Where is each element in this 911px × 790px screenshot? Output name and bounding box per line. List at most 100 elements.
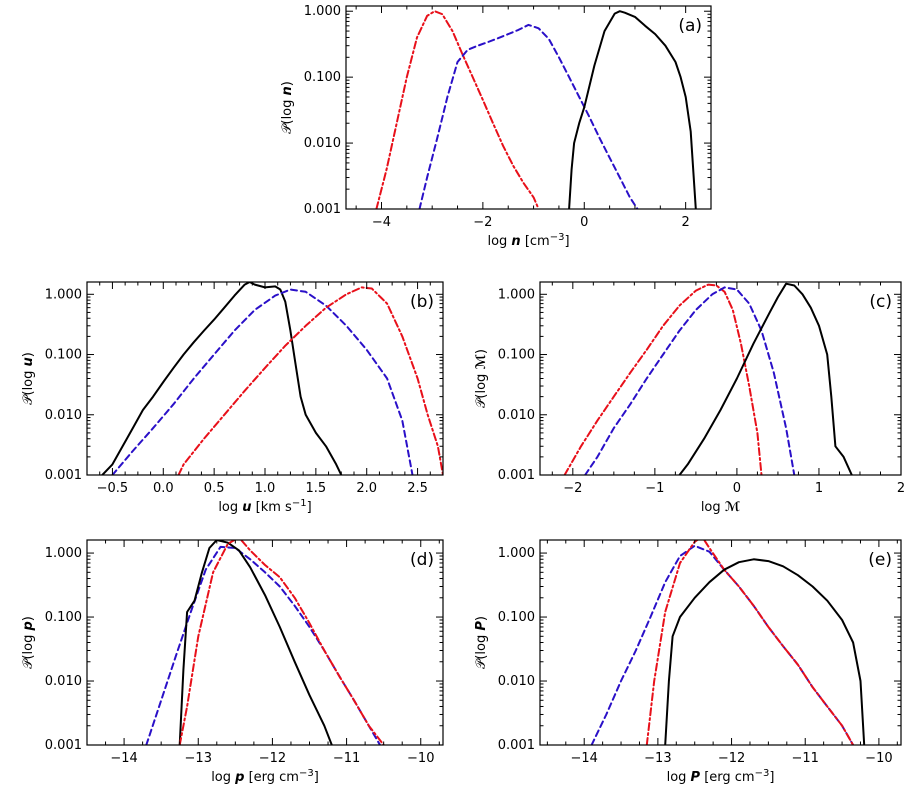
y-tick-label: 0.010: [498, 408, 535, 423]
y-axis-label: 𝒫(log P): [474, 616, 489, 669]
x-tick-label: 0: [580, 215, 588, 230]
y-axis-label-suffix: ): [21, 352, 36, 357]
y-tick-label: 0.100: [45, 610, 82, 625]
y-tick-label: 0.010: [45, 674, 82, 689]
y-axis-label: 𝒫(log n): [280, 81, 295, 134]
x-axis-label-unit: [km s: [252, 500, 293, 515]
x-axis-label-close: ]: [314, 770, 319, 785]
x-axis-label-prefix: log: [487, 234, 511, 249]
y-tick-label: 0.100: [304, 70, 341, 85]
x-axis-label-variable: ℳ: [725, 500, 741, 515]
x-axis-label-close: ]: [564, 234, 569, 249]
x-tick-label: −2: [473, 215, 492, 230]
y-axis-label: 𝒫(log ℳ): [474, 349, 489, 408]
y-axis-label-suffix: ): [21, 616, 36, 621]
y-tick-label: 0.001: [304, 202, 341, 217]
x-tick-label: −10: [407, 751, 434, 766]
panel-e: −14 −13 −12 −11 −10 0.001 0.010 0.100 1.000 (e) lo…: [474, 539, 902, 785]
series-dashdot-line: [177, 286, 443, 475]
plot-frame: [539, 281, 902, 476]
y-axis-label: 𝒫(log u): [21, 352, 36, 405]
panel-label: (b): [410, 292, 434, 312]
x-tick-label: 0.5: [204, 481, 225, 496]
series-group: [563, 282, 853, 475]
series-dashed-line: [418, 23, 639, 209]
x-axis-label: log u [km s−1]: [218, 498, 311, 515]
x-axis-label: log P [erg cm−3]: [667, 768, 775, 785]
x-tick-label: −11: [792, 751, 819, 766]
series-solid-line: [678, 282, 853, 475]
x-tick-label: −0.5: [97, 481, 129, 496]
y-tick-label: 1.000: [304, 4, 341, 19]
panel-label: (d): [410, 550, 434, 570]
panel-d: −14 −13 −12 −11 −10 0.001 0.010 0.100 1.000 (d) lo…: [21, 539, 444, 785]
series-dashdot-line: [645, 540, 855, 745]
y-axis-label-prefix: 𝒫(log: [21, 630, 36, 668]
y-axis-label-prefix: 𝒫(log: [21, 366, 36, 404]
plot-frame: [345, 5, 712, 210]
x-tick-label: 0.0: [153, 481, 174, 496]
x-tick-label: 1.0: [255, 481, 276, 496]
y-axis-label-suffix: ): [280, 81, 295, 86]
series-dashed-line: [584, 286, 796, 475]
x-axis-label: log ℳ: [701, 500, 741, 515]
y-tick-label: 0.010: [45, 408, 82, 423]
series-solid-line: [178, 540, 333, 745]
y-tick-label: 0.001: [45, 468, 82, 483]
x-tick-label: −13: [644, 751, 671, 766]
x-axis-label-prefix: log: [211, 770, 235, 785]
x-axis-label-unit: [erg cm: [700, 770, 755, 785]
y-axis-label-suffix: ): [474, 616, 489, 621]
y-axis-label-prefix: 𝒫(log: [474, 631, 489, 669]
series-dashed-line: [111, 288, 414, 475]
plot-frame: [86, 539, 444, 746]
series-solid-line: [568, 10, 697, 209]
x-tick-label: −13: [185, 751, 212, 766]
series-solid-line: [664, 558, 866, 745]
x-tick-label: −1: [645, 481, 664, 496]
panel-label: (e): [868, 550, 892, 570]
y-axis-label-suffix: ): [474, 349, 489, 354]
x-tick-label: 2: [897, 481, 905, 496]
x-tick-label: 2.0: [356, 481, 377, 496]
y-axis-label-variable: p: [21, 621, 36, 631]
y-tick-label: 0.010: [498, 674, 535, 689]
panel-a: −4 −2 0 2 0.001 0.010 0.100 1.000 (a) log n [cm−3…: [280, 4, 712, 249]
y-axis-label-variable: u: [21, 357, 36, 366]
y-axis-label: 𝒫(log p): [21, 616, 36, 669]
x-axis-label-unit: [cm: [521, 234, 550, 249]
series-dashdot-line: [375, 10, 540, 209]
x-axis-label-exponent: −1: [292, 498, 307, 509]
y-tick-label: 1.000: [498, 546, 535, 561]
y-tick-label: 1.000: [45, 287, 82, 302]
y-tick-label: 0.100: [498, 348, 535, 363]
x-axis-label-close: ]: [769, 770, 774, 785]
x-axis-label: log p [erg cm−3]: [211, 768, 319, 785]
y-tick-label: 0.001: [45, 738, 82, 753]
y-axis-label-prefix: 𝒫(log: [280, 95, 295, 133]
panel-label: (c): [869, 292, 892, 312]
x-axis-label-prefix: log: [218, 500, 242, 515]
series-group: [590, 540, 866, 745]
x-tick-label: 0: [733, 481, 741, 496]
series-group: [375, 10, 697, 209]
panel-label: (a): [678, 16, 702, 36]
x-tick-label: −12: [718, 751, 745, 766]
series-group: [101, 282, 443, 475]
x-axis-label-exponent: −3: [755, 768, 770, 779]
x-axis-label-exponent: −3: [299, 768, 314, 779]
series-dashdot-line: [563, 283, 763, 475]
x-axis-label-variable: p: [234, 770, 244, 785]
x-tick-label: −4: [372, 215, 391, 230]
x-tick-label: −14: [110, 751, 137, 766]
x-tick-label: −14: [570, 751, 597, 766]
series-solid-line: [101, 282, 343, 475]
x-axis-label-unit: [erg cm: [244, 770, 299, 785]
y-axis-label-variable: P: [474, 621, 489, 631]
x-tick-label: 2.5: [407, 481, 428, 496]
y-axis-label-prefix: 𝒫(log: [474, 370, 489, 408]
y-tick-label: 0.001: [498, 738, 535, 753]
x-tick-label: 1: [815, 481, 823, 496]
